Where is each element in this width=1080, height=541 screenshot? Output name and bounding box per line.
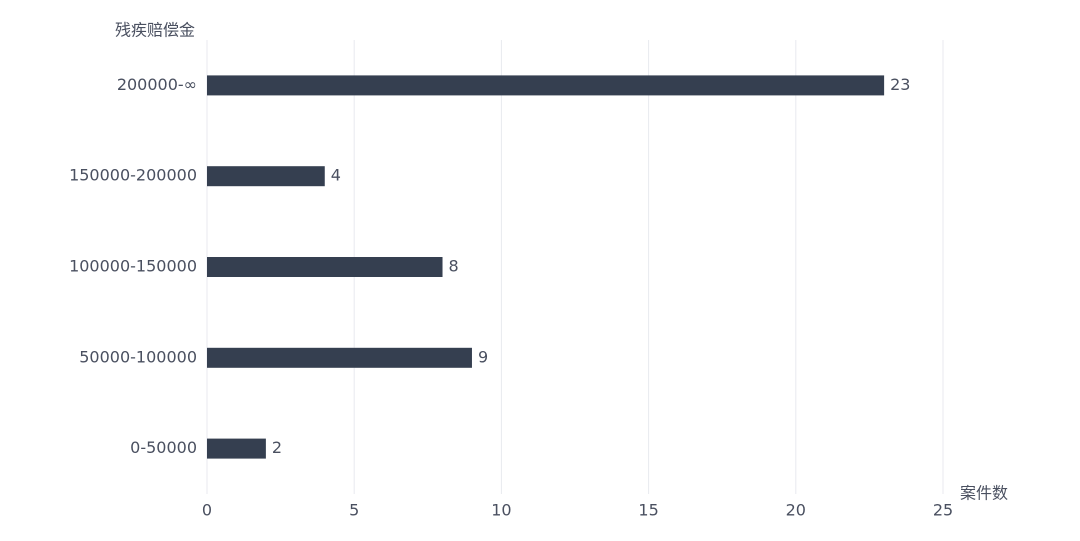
y-axis-label: 残疾赔偿金 [115,21,195,40]
x-tick-label: 25 [933,501,953,520]
bar [207,438,266,459]
x-axis-label: 案件数 [960,484,1008,503]
y-tick-label: 150000-200000 [69,166,197,185]
value-label: 2 [272,438,282,457]
y-tick-label: 0-50000 [130,438,197,457]
y-tick-label: 100000-150000 [69,257,197,276]
x-tick-label: 20 [786,501,806,520]
x-tick-label: 10 [491,501,511,520]
value-label: 9 [478,347,488,366]
bar [207,166,325,187]
x-tick-label: 15 [638,501,658,520]
bar [207,347,472,368]
y-tick-label: 50000-100000 [79,347,197,366]
value-label: 8 [449,257,459,276]
value-label: 23 [890,75,910,94]
x-tick-label: 5 [349,501,359,520]
bar [207,257,443,277]
bar [207,75,885,96]
x-tick-label: 0 [202,501,212,520]
y-tick-label: 200000-∞ [117,75,197,94]
value-label: 4 [331,166,341,185]
